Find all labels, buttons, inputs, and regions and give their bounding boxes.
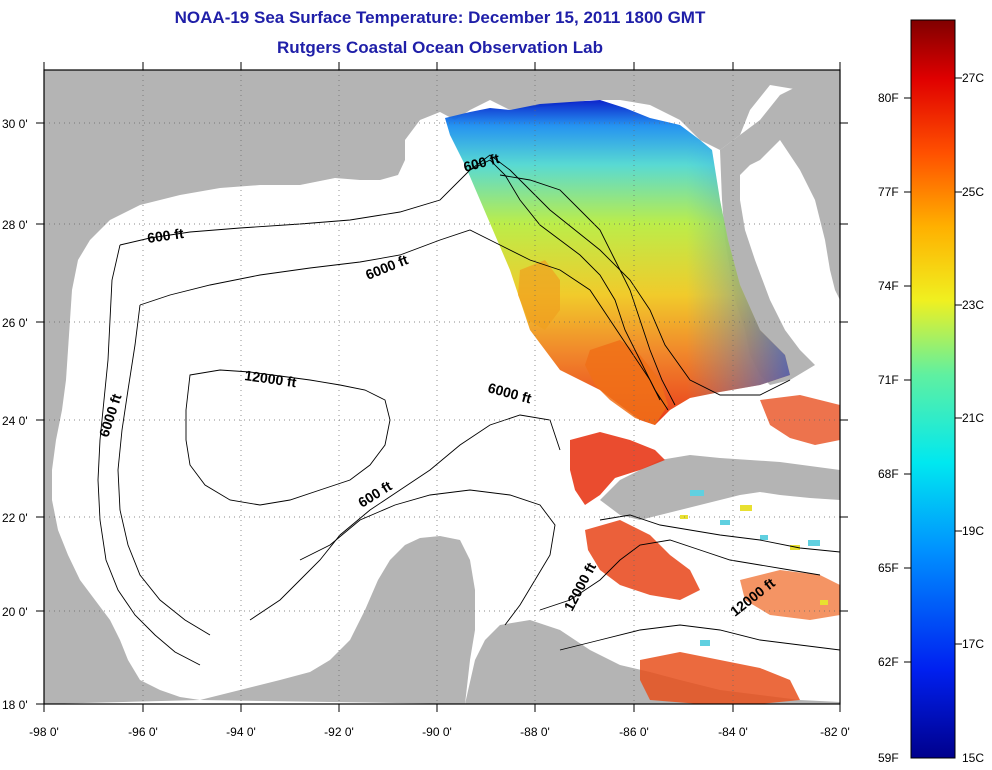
lon-label: -84 0': [718, 725, 748, 739]
lat-label: 20 0': [2, 605, 28, 619]
map-subtitle: Rutgers Coastal Ocean Observation Lab: [277, 38, 603, 57]
colorbar-c-label: 15C: [962, 751, 984, 765]
lat-label: 26 0': [2, 316, 28, 330]
lat-label: 28 0': [2, 218, 28, 232]
colorbar-ticks: [904, 77, 962, 663]
lon-label: -86 0': [619, 725, 649, 739]
bathymetry-contours: [97, 154, 840, 666]
lon-label: -90 0': [422, 725, 452, 739]
colorbar-f-label: 68F: [878, 467, 899, 481]
colorbar-c-label: 23C: [962, 298, 984, 312]
longitude-labels: -98 0' -96 0' -94 0' -92 0' -90 0' -88 0…: [29, 725, 850, 739]
lon-label: -88 0': [520, 725, 550, 739]
colorbar-f-label: 59F: [878, 751, 899, 765]
colorbar-f-label: 80F: [878, 91, 899, 105]
latitude-labels: 30 0' 28 0' 26 0' 24 0' 22 0' 20 0' 18 0…: [2, 117, 28, 712]
sst-south-warm: [570, 432, 665, 505]
lat-label: 18 0': [2, 698, 28, 712]
sst-south-warm-2: [585, 520, 700, 600]
lat-lon-grid: [44, 70, 840, 704]
sst-swath-east-tint: [445, 100, 790, 425]
colorbar: [910, 19, 956, 759]
colorbar-c-label: 17C: [962, 637, 984, 651]
land-yucatan: [200, 536, 475, 704]
axis-ticks: [36, 62, 848, 712]
land-central-america: [465, 620, 840, 704]
map-frame: [43, 69, 841, 705]
lon-label: -92 0': [324, 725, 354, 739]
contour-label: 12000 ft: [244, 367, 298, 390]
colorbar-celsius-labels: 27C 25C 23C 21C 19C 17C 15C: [962, 71, 984, 765]
lon-label: -82 0': [820, 725, 850, 739]
colorbar-f-label: 71F: [878, 373, 899, 387]
lon-label: -98 0': [29, 725, 59, 739]
land-north-west: [44, 70, 840, 704]
colorbar-f-label: 74F: [878, 279, 899, 293]
colorbar-c-label: 25C: [962, 185, 984, 199]
contour-label: 600 ft: [146, 225, 185, 246]
colorbar-c-label: 27C: [962, 71, 984, 85]
lat-label: 22 0': [2, 511, 28, 525]
land-cuba: [600, 455, 840, 520]
sst-warm-patch-2: [518, 260, 560, 330]
colorbar-f-label: 77F: [878, 185, 899, 199]
lon-label: -94 0': [226, 725, 256, 739]
sst-warm-patch: [585, 340, 668, 425]
lat-label: 24 0': [2, 414, 28, 428]
sst-speckles: [690, 490, 820, 646]
sst-east-warm-2: [740, 570, 840, 620]
colorbar-f-label: 62F: [878, 655, 899, 669]
lon-label: -96 0': [128, 725, 158, 739]
colorbar-c-label: 21C: [962, 411, 984, 425]
colorbar-c-label: 19C: [962, 524, 984, 538]
colorbar-fahrenheit-labels: 80F 77F 74F 71F 68F 65F 62F 59F: [878, 91, 899, 765]
colorbar-f-label: 65F: [878, 561, 899, 575]
lat-label: 30 0': [2, 117, 28, 131]
sst-caribbean-warm: [640, 652, 800, 704]
map-title: NOAA-19 Sea Surface Temperature: Decembe…: [174, 8, 706, 27]
